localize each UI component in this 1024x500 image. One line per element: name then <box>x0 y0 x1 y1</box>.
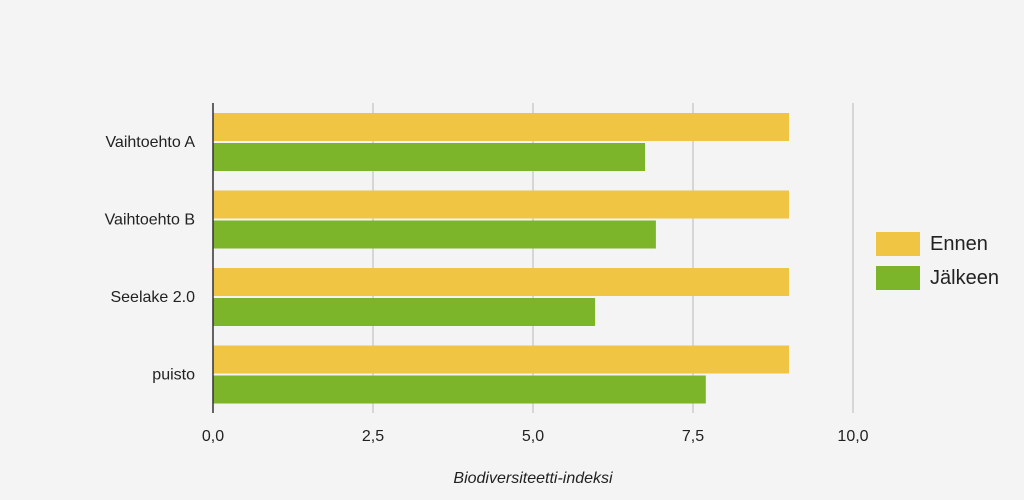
x-tick-label-2: 5,0 <box>522 428 544 445</box>
x-tick-label-1: 2,5 <box>362 428 384 445</box>
x-axis-title: Biodiversiteetti-indeksi <box>453 470 613 487</box>
legend-item-ennen[interactable]: Ennen <box>876 228 999 260</box>
x-tick-label-3: 7,5 <box>682 428 704 445</box>
legend: Ennen Jälkeen <box>876 228 999 294</box>
legend-swatch-ennen <box>876 232 920 256</box>
bar-j-lkeen-1 <box>213 220 656 249</box>
category-labels: Vaihtoehto A Vaihtoehto B Seelake 2.0 puist… <box>105 134 196 384</box>
legend-label-ennen: Ennen <box>930 232 988 255</box>
bar-j-lkeen-3 <box>213 375 706 404</box>
x-tick-label-4: 10,0 <box>837 428 868 445</box>
legend-label-jalkeen: Jälkeen <box>930 266 999 289</box>
category-label-2: Seelake 2.0 <box>110 289 195 306</box>
bar-j-lkeen-0 <box>213 143 645 171</box>
legend-swatch-jalkeen <box>876 266 920 290</box>
bar-ennen-2 <box>213 268 789 296</box>
x-tick-labels: 0,0 2,5 5,0 7,5 10,0 <box>202 428 869 445</box>
category-label-3: puisto <box>152 367 195 384</box>
bar-ennen-1 <box>213 190 789 219</box>
category-label-0: Vaihtoehto A <box>105 134 195 151</box>
bar-j-lkeen-2 <box>213 298 596 326</box>
x-tick-label-0: 0,0 <box>202 428 224 445</box>
bars <box>213 113 789 404</box>
bar-ennen-3 <box>213 345 789 374</box>
legend-item-jalkeen[interactable]: Jälkeen <box>876 262 999 294</box>
bar-ennen-0 <box>213 113 789 141</box>
category-label-1: Vaihtoehto B <box>105 212 195 229</box>
